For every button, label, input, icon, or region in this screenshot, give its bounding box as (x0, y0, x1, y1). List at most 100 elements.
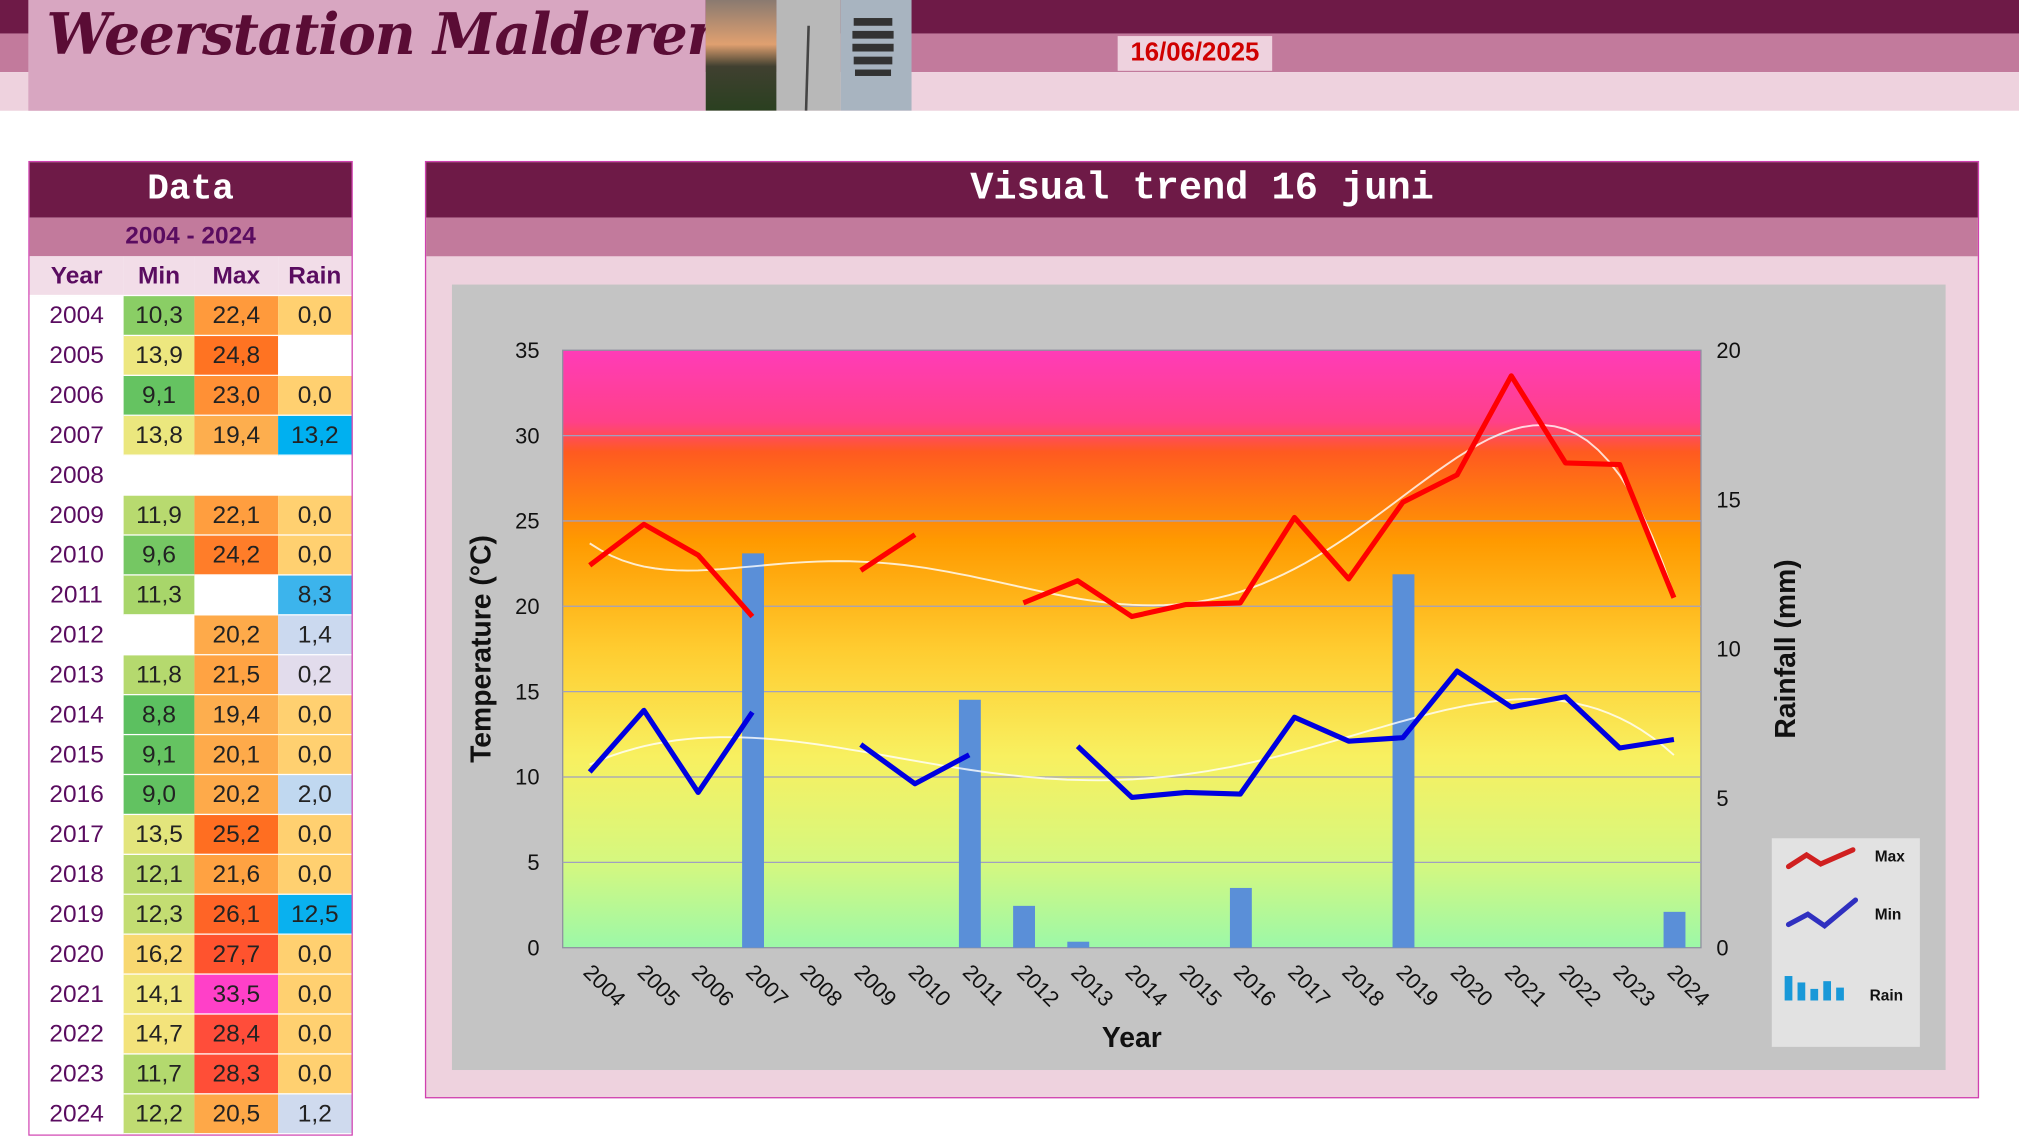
table-row: 2014 8,8 19,4 0,0 (29, 695, 352, 736)
cell-rain: 0,0 (278, 815, 352, 855)
cell-year: 2007 (29, 415, 124, 456)
table-row: 2004 10,3 22,4 0,0 (29, 296, 352, 337)
y-tick-label: 25 (515, 509, 539, 534)
cell-year: 2020 (29, 934, 124, 975)
chart-panel-band (426, 217, 1978, 257)
col-min: Min (123, 256, 195, 297)
cell-rain: 0,2 (278, 655, 352, 696)
y-tick-label: 20 (515, 594, 539, 619)
y-tick-label: 35 (515, 338, 539, 363)
station-photos (705, 0, 912, 111)
table-row: 2022 14,7 28,4 0,0 (29, 1014, 352, 1055)
table-row: 2017 13,5 25,2 0,0 (29, 815, 352, 855)
cell-min: 13,9 (123, 336, 195, 376)
y2-tick-label: 20 (1716, 338, 1740, 363)
cell-year: 2009 (29, 495, 124, 536)
chart-legend: Max Min Rain (1771, 838, 1920, 1047)
cell-year: 2010 (29, 535, 124, 576)
table-row: 2023 11,7 28,3 0,0 (29, 1054, 352, 1095)
col-rain: Rain (278, 256, 352, 297)
cell-min: 12,1 (123, 854, 195, 895)
date-label: 16/06/2025 (1117, 36, 1273, 71)
cell-rain: 8,3 (278, 575, 352, 616)
cell-rain: 0,0 (278, 495, 352, 536)
cell-year: 2018 (29, 854, 124, 895)
table-row: 2008 (29, 455, 352, 496)
y2-tick-label: 10 (1716, 637, 1740, 662)
cell-max: 22,1 (194, 495, 279, 536)
cell-year: 2012 (29, 615, 124, 656)
data-table: Data 2004 - 2024 Year Min Max Rain 2004 1… (28, 160, 353, 1136)
cell-max: 20,1 (194, 735, 279, 776)
cell-rain (278, 455, 352, 496)
cell-rain: 0,0 (278, 934, 352, 975)
cell-rain: 0,0 (278, 974, 352, 1015)
table-row: 2021 14,1 33,5 0,0 (29, 974, 352, 1015)
cell-min: 9,1 (123, 375, 195, 416)
rain-bar (1067, 941, 1090, 948)
cell-max: 27,7 (194, 934, 279, 975)
cell-year: 2008 (29, 455, 124, 496)
y2-tick-label: 15 (1716, 487, 1740, 512)
table-row: 2006 9,1 23,0 0,0 (29, 375, 352, 416)
title-box (28, 0, 706, 111)
cell-min: 11,8 (123, 655, 195, 696)
cell-year: 2022 (29, 1014, 124, 1055)
cell-max: 20,2 (194, 615, 279, 656)
cell-rain: 1,2 (278, 1094, 352, 1135)
legend-max-icon (1785, 847, 1856, 870)
cell-max (194, 575, 279, 616)
legend-rain-icon (1784, 976, 1844, 1001)
table-range: 2004 - 2024 (29, 217, 352, 257)
table-row: 2011 11,3 8,3 (29, 575, 352, 616)
cell-max: 28,3 (194, 1054, 279, 1095)
table-row: 2013 11,8 21,5 0,2 (29, 655, 352, 696)
cell-rain: 0,0 (278, 535, 352, 576)
table-row: 2024 12,2 20,5 1,2 (29, 1094, 352, 1135)
cell-year: 2005 (29, 336, 124, 376)
legend-label: Rain (1870, 987, 1903, 1004)
y2-axis-title: Rainfall (mm) (1770, 559, 1802, 738)
cell-min: 10,3 (123, 296, 195, 337)
max-trendline (589, 424, 1675, 607)
table-row: 2009 11,9 22,1 0,0 (29, 495, 352, 536)
cell-rain: 12,5 (278, 894, 352, 935)
cell-year: 2011 (29, 575, 124, 616)
y-tick-label: 10 (515, 765, 539, 790)
cell-rain: 0,0 (278, 735, 352, 776)
y-axis-title: Temperature (°C) (466, 535, 498, 763)
cell-max: 28,4 (194, 1014, 279, 1055)
cell-min (123, 455, 195, 496)
rain-bar (1663, 911, 1686, 948)
cell-rain: 13,2 (278, 415, 352, 456)
cell-max: 25,2 (194, 815, 279, 855)
cell-year: 2016 (29, 775, 124, 816)
cell-year: 2017 (29, 815, 124, 855)
table-title: Data (29, 162, 352, 218)
cell-max: 24,8 (194, 336, 279, 376)
cell-max: 19,4 (194, 415, 279, 456)
cell-year: 2014 (29, 695, 124, 736)
site-title: Weerstation Malderen (46, 2, 727, 69)
table-row: 2007 13,8 19,4 13,2 (29, 415, 352, 456)
cell-min: 14,7 (123, 1014, 195, 1055)
legend-min-icon (1785, 897, 1859, 930)
cell-year: 2021 (29, 974, 124, 1015)
cell-rain: 1,4 (278, 615, 352, 656)
cell-year: 2006 (29, 375, 124, 416)
cell-max: 22,4 (194, 296, 279, 337)
min-trendline (589, 697, 1675, 782)
rain-bar (1392, 574, 1415, 948)
plot-area (562, 349, 1702, 949)
cell-year: 2023 (29, 1054, 124, 1095)
cell-max: 26,1 (194, 894, 279, 935)
cell-rain: 0,0 (278, 296, 352, 337)
cell-max: 24,2 (194, 535, 279, 576)
cell-rain: 0,0 (278, 1014, 352, 1055)
cell-min: 12,2 (123, 1094, 195, 1135)
cell-min: 9,0 (123, 775, 195, 816)
y-tick-label: 5 (527, 850, 539, 875)
table-row: 2018 12,1 21,6 0,0 (29, 854, 352, 895)
cell-rain: 2,0 (278, 775, 352, 816)
